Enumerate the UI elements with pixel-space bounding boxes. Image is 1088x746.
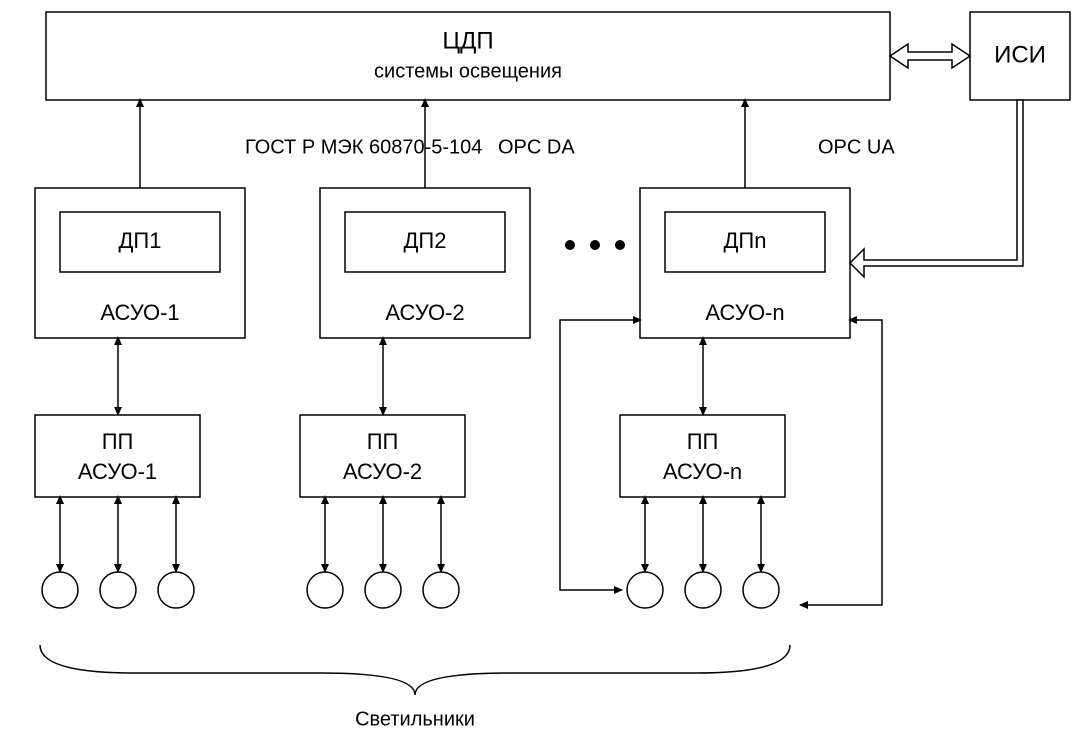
asuo-label-1: АСУО-2 bbox=[385, 300, 464, 325]
pp-line2-1: АСУО-2 bbox=[343, 459, 422, 484]
pp-box-0 bbox=[35, 415, 200, 497]
ellipsis-dot-2 bbox=[615, 240, 625, 250]
isi-to-dpn-arrow bbox=[850, 100, 1023, 277]
light-2-2 bbox=[743, 572, 779, 608]
dp-label-2: ДПn bbox=[724, 228, 767, 253]
protocol-label-0: ГОСТ Р МЭК 60870-5-104 bbox=[245, 136, 482, 158]
cdp-title: ЦДП bbox=[442, 27, 493, 54]
cdp-isi-arrow bbox=[890, 44, 970, 68]
light-2-1 bbox=[685, 572, 721, 608]
pp-box-2 bbox=[620, 415, 785, 497]
asuo-n-right-bent-arrow bbox=[800, 320, 882, 605]
ellipsis-dot-0 bbox=[565, 240, 575, 250]
light-1-1 bbox=[365, 572, 401, 608]
pp-line1-0: ПП bbox=[102, 429, 134, 454]
asuo-label-0: АСУО-1 bbox=[100, 300, 179, 325]
light-0-2 bbox=[158, 572, 194, 608]
cdp-subtitle: системы освещения bbox=[374, 60, 562, 82]
isi-label: ИСИ bbox=[994, 41, 1046, 68]
pp-line2-0: АСУО-1 bbox=[78, 459, 157, 484]
asuo-label-2: АСУО-n bbox=[705, 300, 784, 325]
light-0-0 bbox=[42, 572, 78, 608]
light-0-1 bbox=[100, 572, 136, 608]
pp-box-1 bbox=[300, 415, 465, 497]
protocol-label-1: OPC DA bbox=[498, 136, 575, 158]
light-1-0 bbox=[307, 572, 343, 608]
light-1-2 bbox=[423, 572, 459, 608]
pp-line1-2: ПП bbox=[687, 429, 719, 454]
light-2-0 bbox=[627, 572, 663, 608]
pp-line1-1: ПП bbox=[367, 429, 399, 454]
lights-brace bbox=[40, 645, 790, 695]
protocol-label-2: OPC UA bbox=[818, 136, 895, 158]
ellipsis-dot-1 bbox=[590, 240, 600, 250]
dp-label-1: ДП2 bbox=[404, 228, 447, 253]
dp-label-0: ДП1 bbox=[119, 228, 162, 253]
lights-brace-label: Светильники bbox=[355, 708, 475, 730]
pp-line2-2: АСУО-n bbox=[663, 459, 742, 484]
cdp-box bbox=[46, 12, 890, 100]
